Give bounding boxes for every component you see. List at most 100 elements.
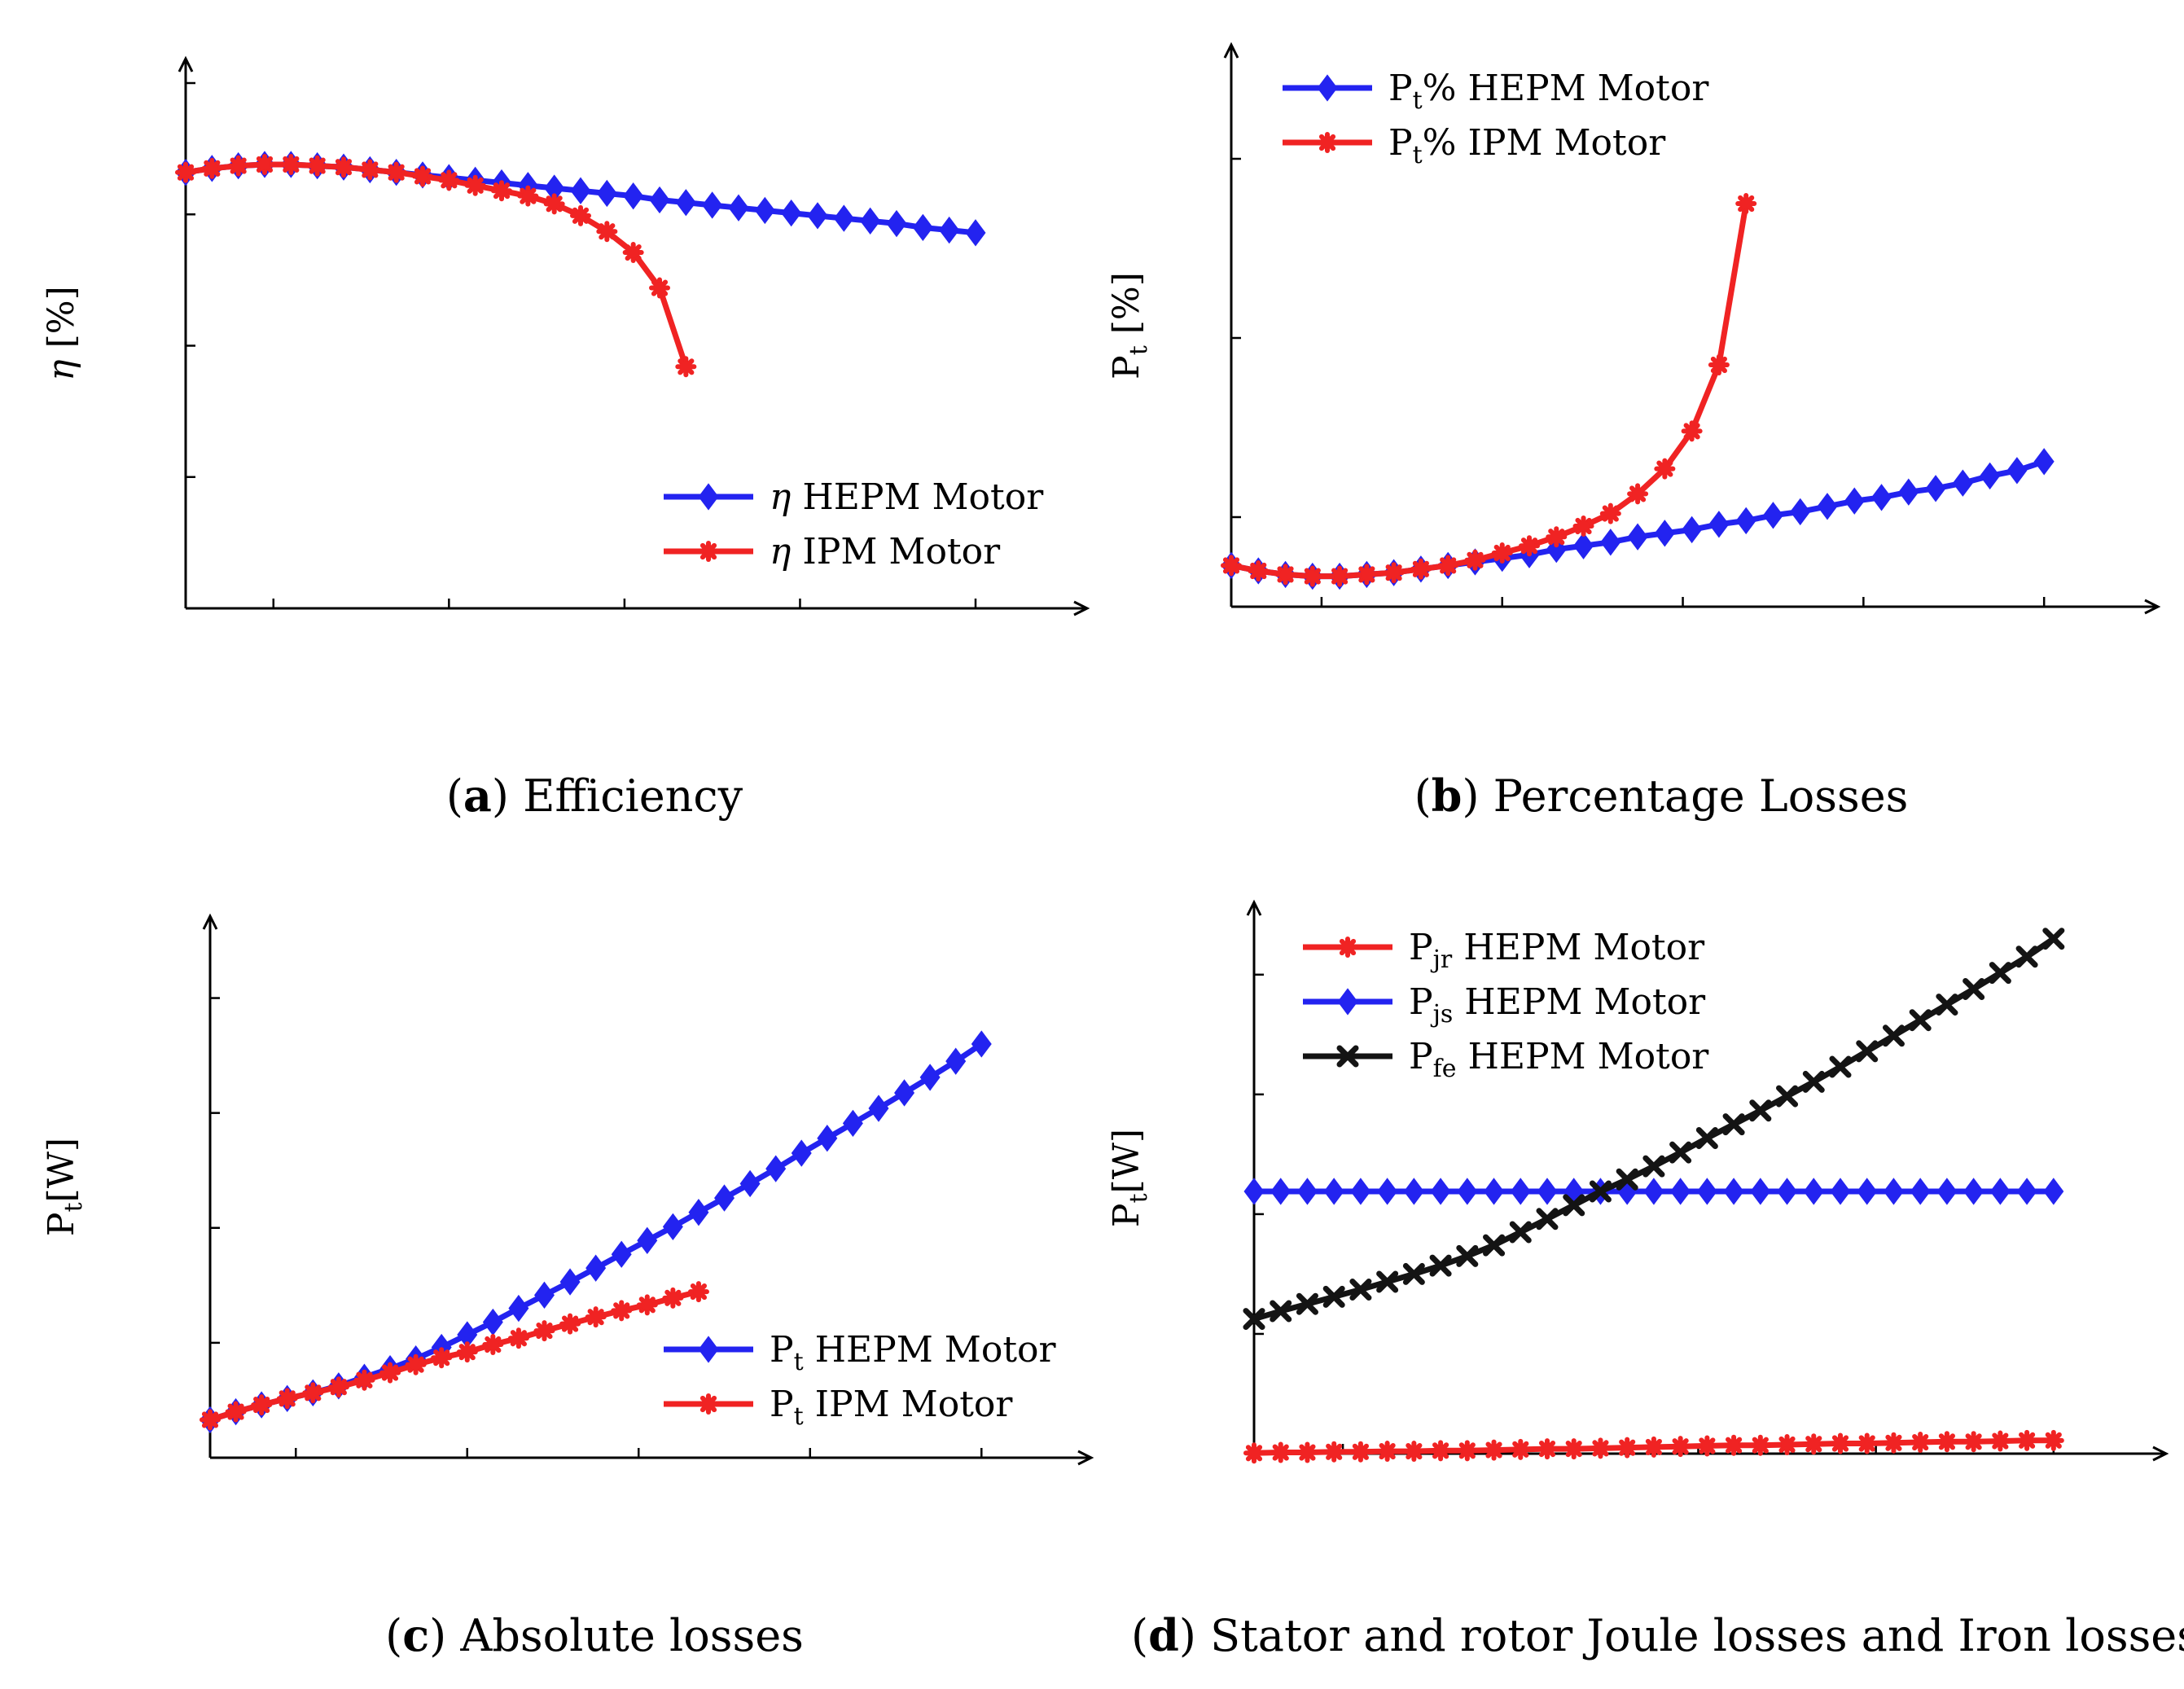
legend-label: Pt HEPM Motor: [770, 1329, 1057, 1376]
legend-marker: [698, 541, 719, 562]
data-point: [225, 1401, 247, 1423]
data-point: [1909, 1009, 1932, 1032]
data-point: [675, 189, 696, 217]
data-point: [781, 199, 802, 227]
data-point: [254, 153, 275, 175]
data-point: [200, 1409, 221, 1431]
data-point: [2015, 945, 2038, 968]
data-point: [1437, 555, 1459, 577]
data-point: [860, 207, 881, 235]
y-axis-label: Pt [%]: [1106, 272, 1153, 379]
data-point: [1589, 1180, 1612, 1203]
data-point: [1572, 515, 1594, 537]
data-point: [649, 277, 670, 299]
series-pt-ipm-motor: [200, 1281, 709, 1431]
data-point: [1349, 1279, 1372, 1301]
series-line: [1230, 203, 1749, 580]
data-point: [1457, 1178, 1478, 1205]
data-point: [765, 1155, 787, 1182]
data-point: [1573, 532, 1594, 559]
data-point: [833, 204, 854, 232]
caption: (a) Efficiency: [446, 770, 743, 822]
data-point: [1696, 1435, 1718, 1457]
data-point: [543, 193, 565, 215]
data-point: [585, 1254, 607, 1282]
legend-label: η IPM Motor: [770, 531, 1001, 573]
data-point: [1563, 1438, 1585, 1460]
data-point: [1616, 1437, 1638, 1459]
data-point: [623, 182, 644, 210]
series-pjs-hepm-motor: [1243, 1178, 2064, 1205]
data-point: [1963, 1178, 1984, 1205]
data-point: [570, 204, 591, 226]
data-point: [2033, 448, 2055, 476]
data-point: [1329, 565, 1351, 587]
data-point: [1323, 1441, 1345, 1463]
y-axis-label: η [%]: [41, 286, 82, 381]
data-point: [533, 1281, 555, 1309]
data-point: [1883, 1178, 1904, 1205]
x-axis-arrow: [1073, 600, 1090, 616]
data-point: [1483, 1439, 1505, 1461]
caption: (b) Percentage Losses: [1414, 770, 1909, 822]
data-point: [1682, 515, 1703, 544]
data-point: [1643, 1178, 1664, 1205]
data-point: [1871, 484, 1892, 511]
data-point: [1590, 1437, 1612, 1459]
data-point: [687, 1281, 709, 1303]
data-point: [405, 1353, 427, 1375]
data-point: [2042, 1429, 2064, 1451]
legend: Pt HEPM Motor Pt IPM Motor: [664, 1329, 1057, 1431]
data-point: [251, 1394, 273, 1416]
data-point: [1910, 1432, 1932, 1454]
legend-marker: [698, 1393, 719, 1415]
data-point: [1936, 994, 1958, 1016]
data-point: [1749, 1099, 1772, 1122]
data-point: [1989, 1430, 2011, 1452]
data-point: [1563, 1194, 1585, 1217]
data-point: [559, 1268, 581, 1296]
data-point: [559, 1313, 581, 1335]
data-point: [1429, 1254, 1452, 1277]
data-point: [1403, 1441, 1425, 1463]
data-point: [482, 1334, 504, 1356]
data-point: [1243, 1442, 1265, 1464]
data-point: [971, 1030, 992, 1058]
data-point: [1989, 1178, 2011, 1205]
data-point: [636, 1294, 658, 1316]
data-point: [1270, 1300, 1292, 1323]
data-point: [1980, 462, 2001, 490]
data-point: [482, 1308, 503, 1336]
data-point: [1274, 564, 1296, 586]
data-point: [533, 1320, 555, 1342]
data-point: [1456, 1440, 1478, 1462]
data-point: [1762, 502, 1783, 529]
data-point: [1735, 193, 1757, 214]
data-point: [1627, 483, 1649, 505]
data-point: [1456, 1244, 1479, 1267]
data-point: [1349, 1441, 1371, 1463]
data-point: [1323, 1178, 1344, 1205]
data-point: [807, 202, 828, 230]
data-point: [1735, 507, 1756, 535]
data-point: [508, 1294, 529, 1323]
data-point: [1708, 354, 1730, 375]
data-point: [359, 159, 381, 181]
data-point: [306, 155, 328, 177]
data-point: [333, 156, 354, 178]
data-point: [1989, 962, 2011, 985]
data-point: [1301, 565, 1323, 587]
data-point: [1936, 1178, 1958, 1205]
legend-marker: [1337, 988, 1358, 1016]
data-point: [939, 216, 960, 244]
data-point: [1882, 1024, 1905, 1047]
legend-label: Pjr HEPM Motor: [1409, 927, 1705, 974]
series-line: [1230, 458, 2046, 580]
legend-label: η HEPM Motor: [770, 476, 1044, 518]
legend-item: η IPM Motor: [664, 531, 1001, 573]
legend-label: Pt% IPM Motor: [1388, 122, 1666, 169]
data-point: [886, 209, 907, 238]
data-point: [1383, 562, 1405, 584]
y-axis-arrow: [178, 55, 194, 72]
data-point: [868, 1095, 889, 1122]
